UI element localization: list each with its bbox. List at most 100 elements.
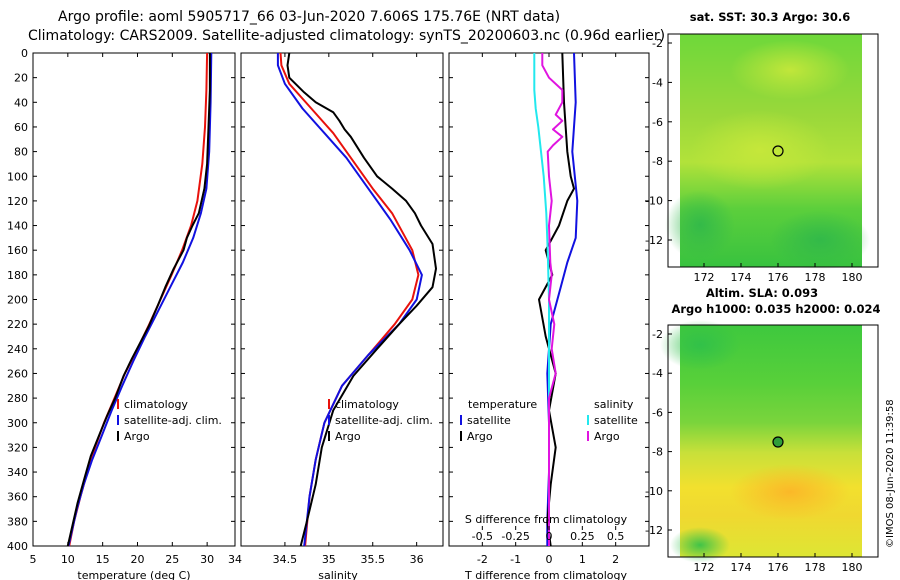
- map-y-tick-label: -2: [652, 328, 663, 341]
- map-x-tick-label: 178: [805, 271, 826, 284]
- temperature-ticks: 5 10 15 20 25 30 34: [30, 52, 242, 566]
- sla-map-title-2: Argo h1000: 0.035 h2000: 0.024: [671, 302, 880, 316]
- sst-map-ticks: 172 174 176 178 180 -2 -4 -6 -8 -10 -12: [645, 37, 862, 284]
- legend-argo: Argo: [335, 430, 361, 443]
- legend-climatology: climatology: [335, 398, 399, 411]
- salinity-legend: climatology satellite-adj. clim. Argo: [328, 398, 433, 443]
- sst-map-title: sat. SST: 30.3 Argo: 30.6: [690, 10, 850, 24]
- temperature-panel: 5 10 15 20 25 30 34 temperature (deg C) climat…: [30, 52, 242, 580]
- x-tick-label: 20: [130, 553, 144, 566]
- sla-map: Altim. SLA: 0.093 Argo h1000: 0.035 h200…: [645, 286, 881, 574]
- s-tick-label: 0.5: [607, 530, 625, 543]
- difference-lines: [533, 52, 579, 547]
- sst-map-cool-patch: [665, 190, 735, 260]
- difference-panel: -2 -1 0 1 2 T difference from climatology S …: [448, 52, 650, 580]
- salinity-panel: 34.5 35 35.5 36 salinity climatology satell…: [240, 52, 444, 580]
- title-line-1: Argo profile: aoml 5905717_66 03-Jun-202…: [58, 9, 560, 25]
- legend-header-temperature: temperature: [468, 398, 537, 411]
- map-y-tick-label: -8: [652, 446, 663, 459]
- series-satellite-adj-clim-: [276, 53, 423, 547]
- x-tick-label: 36: [410, 553, 424, 566]
- map-y-tick-label: -2: [652, 37, 663, 50]
- sst-map-warm-patch: [730, 40, 850, 100]
- map-x-tick-label: 180: [842, 271, 863, 284]
- s-tick-label: 0.25: [570, 530, 595, 543]
- s-tick-label: -0.25: [501, 530, 529, 543]
- depth-tick-label: 20: [14, 72, 28, 85]
- title-line-2: Climatology: CARS2009. Satellite-adjuste…: [28, 28, 665, 44]
- depth-tick-label: 160: [7, 244, 28, 257]
- depth-axis-labels: 0 20 40 60 80 100 120 140 160 180 200 220 240 260 280 3…: [7, 47, 28, 553]
- map-x-tick-label: 174: [731, 561, 752, 574]
- sla-map-title-1: Altim. SLA: 0.093: [706, 286, 818, 300]
- temperature-lines: [66, 52, 213, 547]
- map-y-tick-label: -6: [652, 116, 663, 129]
- depth-tick-label: 340: [7, 466, 28, 479]
- depth-tick-label: 60: [14, 121, 28, 134]
- sla-map-high-patch: [730, 464, 850, 520]
- salinity-axes-frame: [240, 52, 444, 547]
- x-tick-label: 35: [322, 553, 336, 566]
- legend-satellite: satellite-adj. clim.: [124, 414, 222, 427]
- depth-tick-label: 180: [7, 269, 28, 282]
- legend-s-argo: Argo: [594, 430, 620, 443]
- map-y-tick-label: -6: [652, 406, 663, 419]
- s-difference-ticks: -0.5 -0.25 0 0.25 0.5: [472, 526, 625, 543]
- map-x-tick-label: 176: [768, 561, 789, 574]
- depth-tick-label: 320: [7, 441, 28, 454]
- legend-t-argo: Argo: [467, 430, 493, 443]
- map-x-tick-label: 178: [805, 561, 826, 574]
- depth-tick-label: 120: [7, 195, 28, 208]
- x-tick-label: 15: [96, 553, 110, 566]
- map-y-tick-label: -4: [652, 76, 663, 89]
- series-argo: [286, 52, 437, 547]
- map-x-tick-label: 180: [842, 561, 863, 574]
- map-x-tick-label: 176: [768, 271, 789, 284]
- sst-map-warm-patch: [690, 110, 830, 190]
- sla-map-low-patch: [670, 527, 730, 563]
- x-tick-label: 1: [579, 553, 586, 566]
- sst-map-cool-patch: [770, 210, 870, 270]
- depth-tick-label: 40: [14, 96, 28, 109]
- sst-map: sat. SST: 30.3 Argo: 30.6 172 174 176 178 18…: [645, 10, 879, 284]
- x-tick-label: 30: [200, 553, 214, 566]
- sla-map-ticks: 172 174 176 178 180 -2 -4 -6 -8 -10 -12: [645, 328, 862, 574]
- imos-timestamp: ©IMOS 08-Jun-2020 11:39:58: [885, 399, 896, 548]
- legend-t-satellite: satellite: [467, 414, 511, 427]
- x-tick-label: 34: [228, 553, 242, 566]
- difference-ticks: -2 -1 0 1 2: [449, 52, 649, 566]
- sla-map-frame: [667, 324, 879, 558]
- temperature-legend: climatology satellite-adj. clim. Argo: [117, 398, 222, 443]
- series-salinity-argo: [541, 53, 564, 546]
- x-tick-label: 10: [61, 553, 75, 566]
- map-y-tick-label: -12: [645, 234, 663, 247]
- salinity-ticks: 34.5 35 35.5 36: [241, 52, 443, 566]
- temperature-xlabel: temperature (deg C): [77, 569, 190, 580]
- map-y-tick-label: -4: [652, 367, 663, 380]
- legend-satellite: satellite-adj. clim.: [335, 414, 433, 427]
- map-y-tick-label: -10: [645, 485, 663, 498]
- depth-tick-label: 140: [7, 220, 28, 233]
- s-tick-label: -0.5: [472, 530, 493, 543]
- legend-argo: Argo: [124, 430, 150, 443]
- x-tick-label: -1: [510, 553, 521, 566]
- depth-tick-label: 240: [7, 343, 28, 356]
- sla-map-low-patch: [660, 320, 740, 370]
- series-argo: [66, 53, 211, 547]
- depth-tick-label: 0: [21, 47, 28, 60]
- x-tick-label: 25: [165, 553, 179, 566]
- map-y-tick-label: -10: [645, 195, 663, 208]
- depth-tick-label: 80: [14, 146, 28, 159]
- temperature-axes-frame: [32, 52, 236, 547]
- salinity-xlabel: salinity: [318, 569, 358, 580]
- depth-tick-label: 300: [7, 417, 28, 430]
- difference-legend: temperature salinity satellite Argo sate…: [460, 398, 638, 443]
- legend-header-salinity: salinity: [594, 398, 634, 411]
- map-x-tick-label: 172: [694, 561, 715, 574]
- sst-float-location-marker: [772, 145, 784, 157]
- depth-tick-label: 400: [7, 540, 28, 553]
- s-difference-xlabel: S difference from climatology: [465, 513, 628, 526]
- sla-float-location-marker: [772, 436, 784, 448]
- map-y-tick-label: -12: [645, 524, 663, 537]
- depth-tick-label: 260: [7, 367, 28, 380]
